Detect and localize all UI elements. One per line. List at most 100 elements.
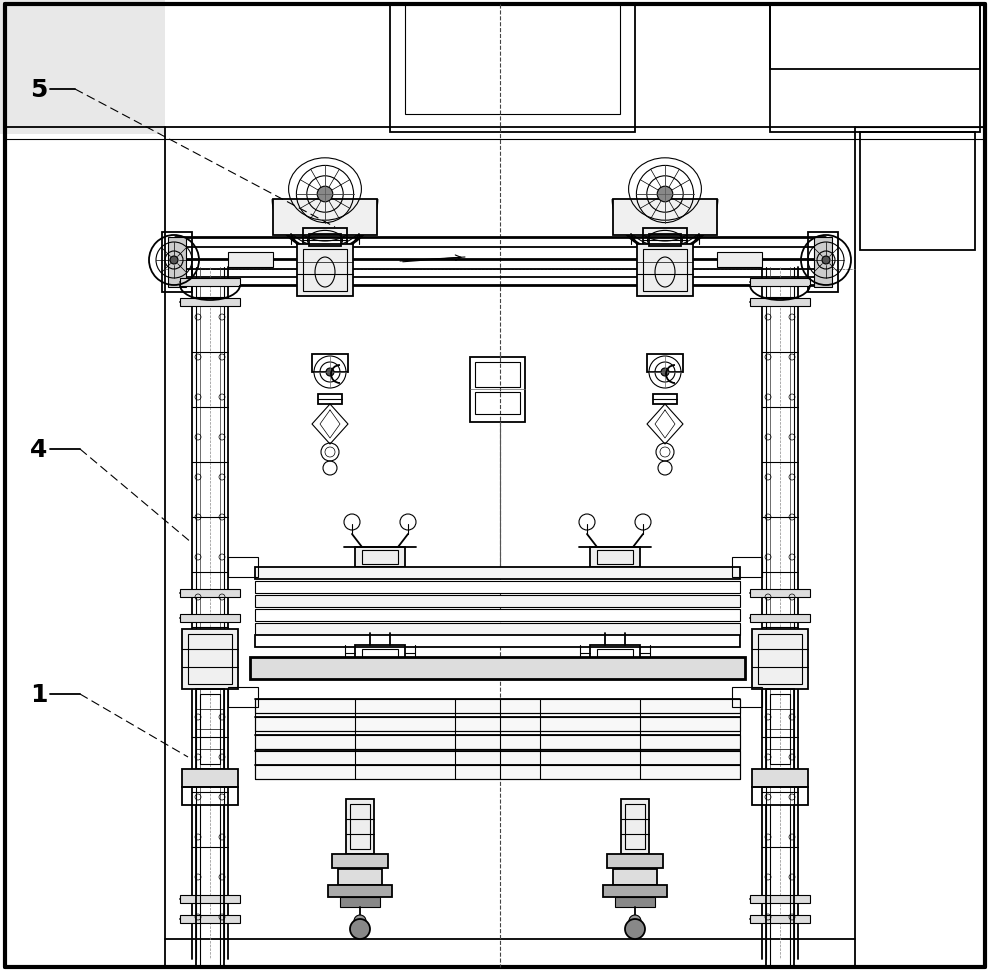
Bar (182, 770, 238, 787)
Bar (597, 649, 633, 657)
Bar (607, 854, 663, 868)
Bar (338, 869, 382, 885)
Bar (303, 229, 347, 248)
Bar (328, 885, 392, 897)
Bar (255, 596, 740, 607)
Bar (180, 895, 240, 903)
Bar (250, 657, 745, 680)
Bar (303, 249, 347, 291)
Bar (643, 249, 687, 291)
Bar (180, 614, 240, 622)
Bar (255, 623, 740, 636)
Bar (355, 645, 405, 661)
Bar (200, 694, 220, 764)
Circle shape (625, 919, 645, 939)
Bar (613, 200, 717, 236)
Bar (180, 590, 240, 598)
Bar (752, 630, 808, 689)
Bar (390, 5, 635, 133)
Bar (346, 799, 374, 854)
Bar (362, 551, 398, 564)
Bar (590, 548, 640, 567)
Bar (255, 751, 740, 765)
Text: 1: 1 (30, 683, 48, 706)
Circle shape (170, 257, 178, 265)
Bar (180, 298, 240, 307)
Bar (717, 252, 762, 268)
Circle shape (354, 915, 366, 927)
Bar (758, 635, 802, 685)
Bar (350, 804, 370, 849)
Bar (255, 699, 740, 713)
Bar (255, 765, 740, 779)
Bar (255, 609, 740, 621)
Circle shape (661, 369, 669, 377)
Bar (615, 897, 655, 907)
Bar (355, 548, 405, 567)
Bar (470, 358, 525, 422)
Bar (475, 363, 520, 387)
Bar (228, 688, 258, 707)
Bar (750, 279, 810, 287)
Bar (752, 787, 808, 805)
Circle shape (822, 257, 830, 265)
Bar (653, 394, 677, 405)
Circle shape (317, 187, 333, 202)
Bar (621, 799, 649, 854)
Bar (613, 869, 657, 885)
Circle shape (629, 915, 641, 927)
Bar (475, 392, 520, 415)
Bar (228, 557, 258, 577)
Bar (255, 581, 740, 594)
Circle shape (657, 187, 673, 202)
Bar (750, 895, 810, 903)
Bar (362, 649, 398, 657)
Bar (732, 557, 762, 577)
Bar (808, 233, 838, 292)
Bar (273, 200, 377, 236)
Bar (750, 614, 810, 622)
Bar (255, 636, 740, 647)
Bar (188, 635, 232, 685)
Bar (814, 238, 832, 288)
Bar (750, 915, 810, 923)
Bar (332, 854, 388, 868)
Bar (250, 657, 745, 680)
Bar (168, 238, 186, 288)
Bar (752, 770, 808, 787)
Bar (297, 244, 353, 296)
Bar (766, 689, 794, 770)
Bar (770, 694, 790, 764)
Bar (647, 355, 683, 373)
Bar (603, 885, 667, 897)
Bar (770, 5, 980, 133)
Bar (750, 590, 810, 598)
Bar (637, 244, 693, 296)
Bar (770, 5, 980, 70)
Bar (309, 235, 341, 246)
Circle shape (350, 919, 370, 939)
Bar (312, 355, 348, 373)
Bar (340, 897, 380, 907)
Bar (182, 630, 238, 689)
Bar (649, 235, 681, 246)
Bar (255, 567, 740, 579)
Bar (180, 279, 240, 287)
Bar (228, 252, 273, 268)
Bar (255, 717, 740, 732)
Bar (196, 689, 224, 770)
Bar (590, 645, 640, 661)
Bar (597, 551, 633, 564)
Polygon shape (0, 0, 165, 135)
Text: 4: 4 (30, 437, 47, 462)
Bar (318, 394, 342, 405)
Bar (405, 5, 620, 114)
Bar (860, 133, 975, 250)
Bar (732, 688, 762, 707)
Bar (750, 298, 810, 307)
Bar (643, 229, 687, 248)
Bar (182, 787, 238, 805)
Bar (255, 735, 740, 749)
Circle shape (326, 369, 334, 377)
Text: 5: 5 (30, 78, 47, 102)
